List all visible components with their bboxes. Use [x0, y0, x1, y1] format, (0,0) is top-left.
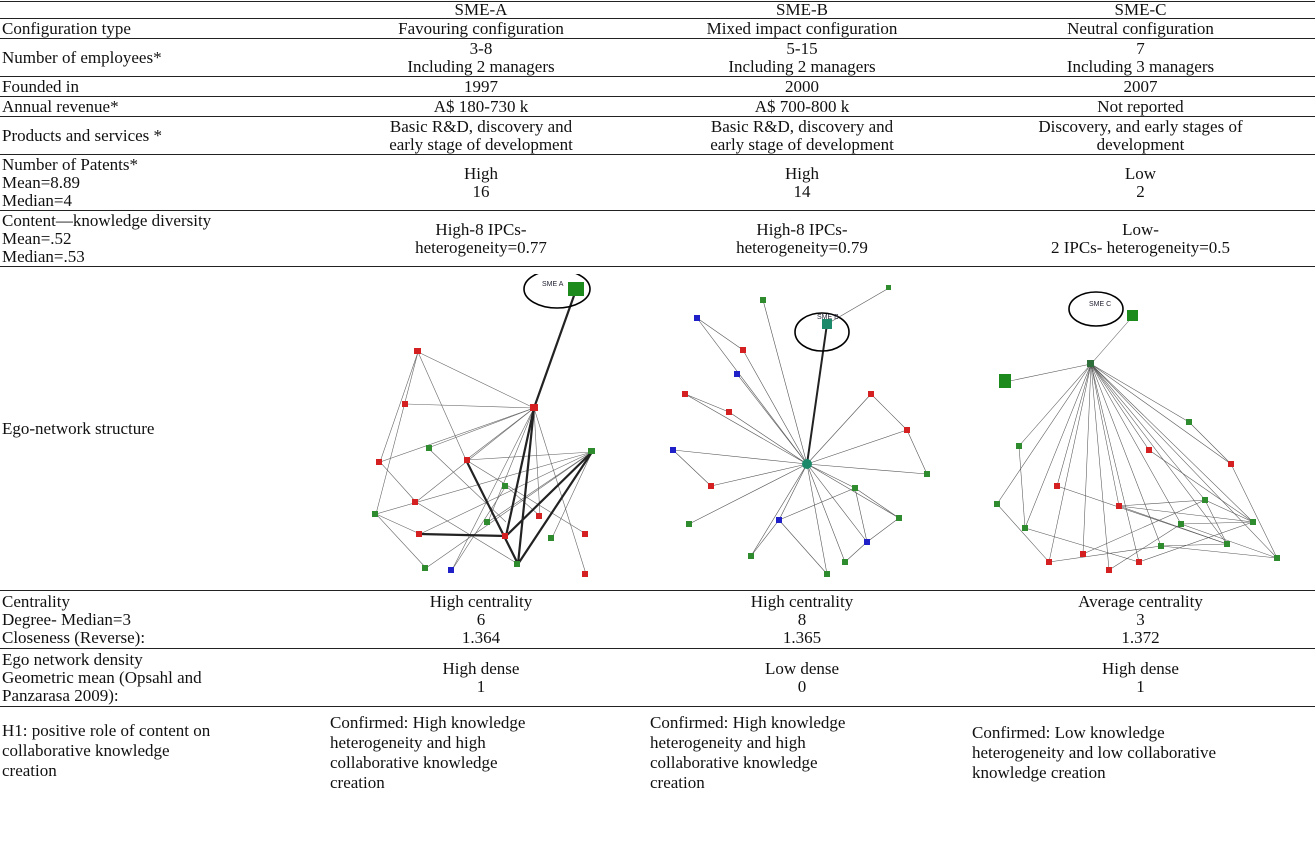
sme-a-network: SME A [322, 267, 640, 590]
row-content-diversity: Content—knowledge diversity Mean=.52 Media… [0, 211, 1315, 267]
row-products: Products and services * Basic R&D, disco… [0, 117, 1315, 155]
sme-c-value: Low- 2 IPCs- heterogeneity=0.5 [1050, 219, 1231, 257]
sme-b-value: Confirmed: High knowledge heterogeneity a… [650, 713, 846, 792]
header-row: SME-A SME-B SME-C [0, 1, 1315, 19]
sme-b-value: Basic R&D, discovery and early stage of d… [710, 116, 894, 154]
sme-a-node-label: SME A [542, 281, 564, 288]
sme-b-node-label: SME B [817, 314, 839, 321]
sme-a-network-graph: SME A [372, 273, 595, 577]
sme-c-value: 2007 [1123, 76, 1158, 96]
row-founded: Founded in 1997 2000 2007 [0, 77, 1315, 97]
sme-b-value: Low dense 0 [764, 658, 840, 696]
sme-c-value: Low 2 [1124, 163, 1157, 201]
sme-b-value: A$ 700-800 k [754, 96, 850, 116]
sme-a-value: A$ 180-730 k [433, 96, 529, 116]
sme-c-value: Discovery, and early stages of developmen… [1038, 116, 1243, 154]
sme-a-value: Confirmed: High knowledge heterogeneity a… [330, 713, 526, 792]
row-label: Centrality Degree- Median=3 Closeness (Rev… [2, 591, 146, 647]
row-label: Content—knowledge diversity Mean=.52 Media… [2, 210, 212, 266]
row-density: Ego network density Geometric mean (Opsah… [0, 649, 1315, 707]
sme-b-value: 2000 [785, 76, 819, 96]
sme-c-value: High dense 1 [1102, 658, 1179, 696]
sme-a-value: Basic R&D, discovery and early stage of d… [389, 116, 573, 154]
sme-b-network-graph: SME B [670, 284, 930, 577]
sme-c-value: Not reported [1097, 96, 1184, 116]
row-label: Configuration type [2, 18, 131, 38]
row-label: Ego network density Geometric mean (Opsah… [2, 649, 202, 705]
sme-a-value: Favouring configuration [398, 18, 564, 38]
sme-a-value: 3-8 Including 2 managers [407, 38, 555, 76]
row-patents: Number of Patents* Mean=8.89 Median=4 High… [0, 155, 1315, 211]
sme-b-value: Mixed impact configuration [706, 18, 898, 38]
row-label: Number of employees* [2, 47, 162, 67]
row-label: Ego-network structure [2, 418, 155, 438]
sme-c-network: SME C [966, 267, 1315, 590]
sme-a-value: High dense 1 [442, 658, 520, 696]
sme-c-node-label: SME C [1089, 301, 1111, 308]
row-centrality: Centrality Degree- Median=3 Closeness (Rev… [0, 591, 1315, 649]
sme-b-value: 5-15 Including 2 managers [728, 38, 876, 76]
row-label: H1: positive role of content on collabora… [2, 721, 211, 780]
sme-a-value: High 16 [464, 163, 498, 201]
sme-c-value: Confirmed: Low knowledge heterogeneity an… [972, 723, 1217, 782]
sme-a-value: 1997 [464, 76, 498, 96]
sme-b-network: SME B [641, 267, 963, 590]
column-header-sme-c: SME-C [1114, 0, 1167, 19]
sme-b-value: High 14 [785, 163, 819, 201]
sme-a-value: High centrality 6 1.364 [429, 591, 533, 647]
row-label: Number of Patents* Mean=8.89 Median=4 [2, 154, 138, 210]
row-ego-network: Ego-network structure [0, 267, 1315, 591]
sme-b-value: High-8 IPCs-heterogeneity=0.79 [736, 219, 868, 257]
column-header-sme-b: SME-B [776, 0, 828, 19]
row-configuration-type: Configuration type Favouring configurati… [0, 19, 1315, 39]
sme-b-value: High centrality 8 1.365 [750, 591, 854, 647]
sme-c-value: Average centrality 3 1.372 [1078, 591, 1203, 647]
row-label: Annual revenue* [2, 96, 119, 116]
sme-c-network-graph: SME C [993, 290, 1280, 573]
sme-c-value: Neutral configuration [1067, 18, 1214, 38]
row-label: Products and services * [2, 125, 163, 145]
row-revenue: Annual revenue* A$ 180-730 k A$ 700-800 … [0, 97, 1315, 117]
row-h1: H1: positive role of content on collabora… [0, 707, 1315, 843]
row-employees: Number of employees* 3-8 Including 2 mana… [0, 39, 1315, 77]
sme-c-value: 7 Including 3 managers [1066, 38, 1215, 76]
sme-a-value: High-8 IPCs-heterogeneity=0.77 [415, 219, 547, 257]
row-label: Founded in [2, 76, 79, 96]
column-header-sme-a: SME-A [454, 0, 508, 19]
